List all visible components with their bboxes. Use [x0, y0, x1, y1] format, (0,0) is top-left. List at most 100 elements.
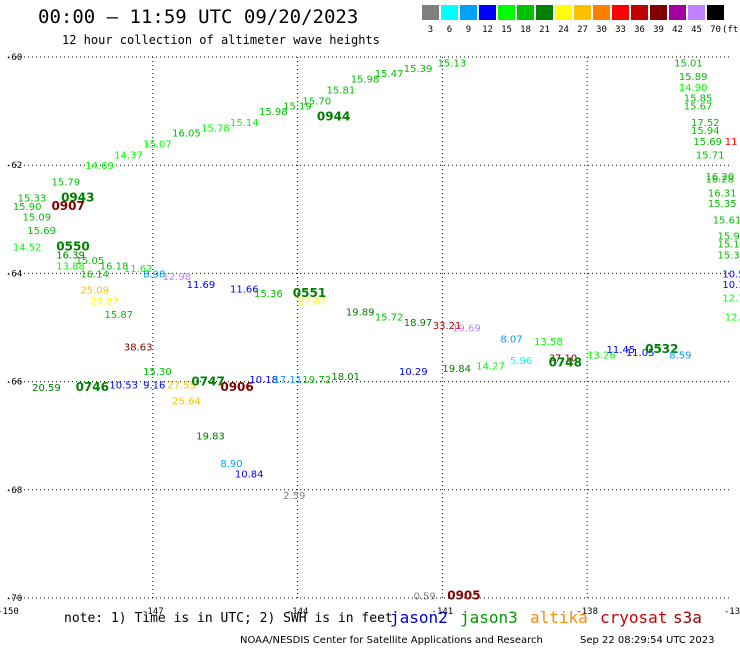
- wave-height-label: 0.59: [413, 591, 435, 602]
- wave-height-label: 12.7: [722, 294, 740, 305]
- wave-height-label: 11.66: [230, 285, 259, 296]
- y-tick-label: -70: [6, 594, 22, 604]
- wave-height-label: 15.07: [143, 140, 172, 151]
- page-subtitle: 12 hour collection of altimeter wave hei…: [62, 33, 380, 47]
- color-swatch-39: [650, 5, 667, 20]
- wave-height-label: 10.84: [235, 470, 264, 481]
- legend-jason2: jason2: [390, 608, 448, 627]
- color-swatch-label: 36: [634, 25, 645, 35]
- wave-height-label: 10.18: [249, 375, 278, 386]
- wave-height-label: 18.01: [331, 372, 360, 383]
- color-swatch-label: 42: [672, 25, 683, 35]
- wave-height-label: 16.39: [56, 250, 85, 261]
- y-tick-label: -66: [6, 378, 22, 388]
- wave-height-label: 14.90: [679, 83, 708, 94]
- wave-height-label: 15.70: [302, 96, 331, 107]
- wave-height-label: 15.72: [375, 313, 404, 324]
- wave-height-label: 15.71: [696, 150, 725, 161]
- color-swatch-18: [517, 5, 534, 20]
- y-tick-label: -60: [6, 53, 22, 63]
- x-tick-label: -147: [142, 607, 164, 617]
- wave-height-label: 15.30: [143, 367, 172, 378]
- wave-height-label: 19.84: [442, 364, 471, 375]
- legend-cryosat: cryosat: [600, 608, 668, 627]
- color-swatch-70: [707, 5, 724, 20]
- color-swatch-27: [574, 5, 591, 20]
- color-swatch-3: [422, 5, 439, 20]
- color-swatch-label: 18: [520, 25, 531, 35]
- y-tick-label: -64: [6, 269, 22, 279]
- wave-height-label: 8.90: [220, 459, 242, 470]
- wave-height-label: 23.87: [90, 296, 119, 307]
- pass-time-label: 0905: [447, 588, 480, 602]
- wave-height-label: 14.27: [476, 361, 505, 372]
- wave-height-label: 15.36: [254, 289, 283, 300]
- page-title: 00:00 – 11:59 UTC 09/20/2023: [38, 6, 359, 28]
- wave-height-label: 15.09: [22, 213, 51, 224]
- wave-height-label: 16.20: [705, 172, 734, 183]
- pass-time-label: 0550: [56, 239, 89, 253]
- color-swatch-12: [479, 5, 496, 20]
- wave-height-label: 18.97: [404, 318, 433, 329]
- pass-time-label: 0907: [51, 199, 84, 213]
- color-swatch-label: 30: [596, 25, 607, 35]
- x-tick-label: -141: [432, 607, 454, 617]
- color-swatch-42: [669, 5, 686, 20]
- wave-height-label: 15.78: [201, 123, 230, 134]
- pass-time-label: 0746: [76, 380, 109, 394]
- wave-height-label: 9.16: [143, 380, 165, 391]
- color-swatch-label: 12: [482, 25, 493, 35]
- wave-height-label: 17.11: [273, 375, 302, 386]
- wave-height-label: 15.90: [13, 202, 42, 213]
- wave-height-label: 15.01: [674, 58, 703, 69]
- color-swatch-label: 24: [558, 25, 569, 35]
- wave-height-label: 15.94: [691, 126, 720, 137]
- wave-height-label: 33.21: [433, 321, 462, 332]
- wave-height-label: 15.14: [230, 118, 259, 129]
- x-tick-label: -144: [287, 607, 309, 617]
- wave-height-label: 11.62: [124, 264, 153, 275]
- pass-time-label: 0747: [191, 375, 224, 389]
- wave-height-label: 19.83: [196, 432, 225, 443]
- pass-time-label: 0551: [293, 286, 326, 300]
- y-tick-label: -62: [6, 161, 22, 171]
- color-swatch-label: 21: [539, 25, 550, 35]
- wave-height-label: 15.87: [105, 310, 134, 321]
- wave-height-label: 15.89: [679, 72, 708, 83]
- wave-height-label: 16.14: [80, 269, 109, 280]
- wave-height-label: 15.79: [51, 177, 80, 188]
- wave-height-label: 8.59: [669, 351, 691, 362]
- color-swatch-label: 27: [577, 25, 588, 35]
- wave-height-label: 25.64: [172, 397, 201, 408]
- color-swatch-36: [631, 5, 648, 20]
- credit-line: NOAA/NESDIS Center for Satellite Applica…: [240, 635, 543, 646]
- wave-height-label: 13.26: [587, 351, 616, 362]
- color-swatch-label: 3: [427, 25, 434, 35]
- legend-altika: altika: [530, 608, 588, 627]
- wave-height-label: 15.98: [351, 75, 380, 86]
- wave-height-label: 11: [725, 137, 738, 148]
- wave-height-label: 5.96: [510, 356, 532, 367]
- x-tick-label: -150: [0, 607, 19, 617]
- pass-time-label: 0943: [61, 191, 94, 205]
- color-scale-unit: (ft): [722, 25, 740, 35]
- wave-height-label: 20.59: [32, 383, 61, 394]
- color-swatch-15: [498, 5, 515, 20]
- wave-height-label: 11.69: [187, 280, 216, 291]
- wave-height-label: 8.07: [500, 334, 522, 345]
- wave-height-label: 15.69: [27, 226, 56, 237]
- wave-height-label: 15.98: [718, 232, 740, 243]
- wave-height-label: 15.67: [684, 102, 713, 113]
- wave-height-label: 25.09: [80, 286, 109, 297]
- legend-jason3: jason3: [460, 608, 518, 627]
- wave-height-label: 15.13: [438, 58, 467, 69]
- wave-height-label: 15.47: [375, 69, 404, 80]
- color-swatch-6: [441, 5, 458, 20]
- wave-height-label: 10.29: [399, 367, 428, 378]
- color-swatch-label: 33: [615, 25, 626, 35]
- wave-height-label: 14.52: [13, 242, 42, 253]
- generated-timestamp: Sep 22 08:29:54 UTC 2023: [580, 635, 715, 646]
- color-swatch-21: [536, 5, 553, 20]
- wave-height-label: 15.39: [404, 64, 433, 75]
- wave-height-label: 15.85: [684, 94, 713, 105]
